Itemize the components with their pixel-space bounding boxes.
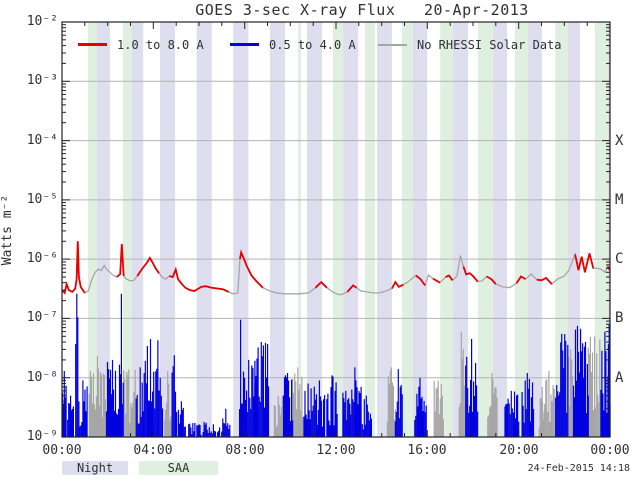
no-rhessi-line-swatch xyxy=(378,43,407,46)
long-channel-trace xyxy=(445,274,454,281)
legend-label-norhessi: No RHESSI Solar Data xyxy=(417,37,562,52)
night-band xyxy=(270,22,286,437)
night-legend-box: Night xyxy=(62,461,128,475)
saa-band xyxy=(515,22,528,437)
flare-class-label: A xyxy=(615,370,624,386)
y-tick-label: 10⁻² xyxy=(26,14,58,29)
y-tick-label: 10⁻⁶ xyxy=(26,251,58,266)
long-channel-trace xyxy=(239,249,264,289)
y-axis-title: Watts m⁻² xyxy=(0,194,15,266)
saa-legend-label: SAA xyxy=(167,461,190,475)
night-band xyxy=(343,22,359,437)
long-channel-trace xyxy=(116,243,125,278)
flare-class-label: B xyxy=(615,310,624,326)
night-band xyxy=(131,22,144,437)
long-channel-trace xyxy=(136,256,160,277)
y-tick-label: 10⁻⁹ xyxy=(26,429,58,444)
night-band xyxy=(412,22,428,437)
night-band xyxy=(196,22,212,437)
long-channel-trace xyxy=(536,276,553,285)
night-band xyxy=(377,22,392,437)
saa-band xyxy=(365,22,375,437)
saa-band xyxy=(88,22,97,437)
long-channel-trace xyxy=(346,284,358,293)
flare-class-label: M xyxy=(615,192,624,208)
legend-item-short: 0.5 to 4.0 A xyxy=(230,37,356,52)
saa-legend-box: SAA xyxy=(139,461,218,475)
flare-class-label: X xyxy=(615,133,624,149)
x-tick-label: 08:00 xyxy=(225,443,265,458)
legend-label-short: 0.5 to 4.0 A xyxy=(269,37,356,52)
night-legend-label: Night xyxy=(76,461,114,475)
saa-band xyxy=(440,22,453,437)
long-channel-trace xyxy=(486,275,497,285)
long-channel-trace xyxy=(314,280,328,289)
night-band xyxy=(493,22,507,437)
x-tick-label: 12:00 xyxy=(316,443,356,458)
y-tick-label: 10⁻⁷ xyxy=(26,310,58,325)
night-band xyxy=(307,22,323,437)
chart-title: GOES 3-sec X-ray Flux 20-Apr-2013 xyxy=(195,1,529,19)
night-band xyxy=(160,22,176,437)
night-band xyxy=(607,22,610,437)
long-channel-trace xyxy=(61,241,86,295)
saa-band xyxy=(555,22,568,437)
long-channel-line-swatch xyxy=(78,43,107,46)
legend-item-long: 1.0 to 8.0 A xyxy=(78,37,204,52)
night-band xyxy=(233,22,249,437)
long-channel-trace xyxy=(574,253,595,273)
long-channel-trace xyxy=(462,266,479,283)
saa-band xyxy=(402,22,413,437)
long-channel-trace xyxy=(515,275,526,284)
y-tick-label: 10⁻⁴ xyxy=(26,133,58,148)
long-channel-trace xyxy=(432,277,441,284)
y-tick-label: 10⁻³ xyxy=(26,73,58,88)
x-tick-label: 00:00 xyxy=(42,443,82,458)
legend-item-norhessi: No RHESSI Solar Data xyxy=(378,37,562,52)
saa-band xyxy=(333,22,343,437)
x-tick-label: 20:00 xyxy=(499,443,539,458)
night-band xyxy=(528,22,542,437)
short-channel-line-swatch xyxy=(230,43,259,46)
x-tick-label: 04:00 xyxy=(133,443,173,458)
legend-label-long: 1.0 to 8.0 A xyxy=(117,37,204,52)
y-tick-label: 10⁻⁵ xyxy=(26,192,58,207)
night-band xyxy=(96,22,110,437)
flare-class-label: C xyxy=(615,251,624,267)
x-tick-label: 00:00 xyxy=(590,443,630,458)
x-tick-label: 16:00 xyxy=(407,443,447,458)
saa-band xyxy=(123,22,132,437)
saa-band xyxy=(478,22,494,437)
long-channel-trace xyxy=(391,280,404,289)
y-tick-label: 10⁻⁸ xyxy=(26,370,58,385)
long-channel-trace xyxy=(169,266,230,293)
saa-band xyxy=(298,22,302,437)
creation-timestamp: 24-Feb-2015 14:18 xyxy=(527,463,630,474)
night-band xyxy=(452,22,468,437)
long-channel-trace xyxy=(415,274,426,286)
